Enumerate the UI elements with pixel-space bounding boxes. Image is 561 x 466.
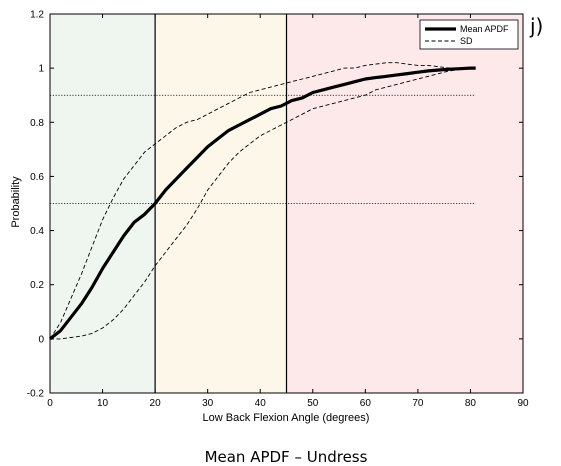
y-tick-label: 0.4 bbox=[30, 226, 44, 237]
y-tick-label: 0.6 bbox=[30, 172, 44, 183]
series-layer bbox=[49, 62, 476, 341]
legend-label: SD bbox=[460, 36, 473, 46]
x-tick-label: 80 bbox=[465, 398, 477, 409]
y-tick-label: 0.2 bbox=[30, 280, 44, 291]
x-axis-label: Low Back Flexion Angle (degrees) bbox=[203, 412, 370, 424]
x-tick-label: 0 bbox=[47, 398, 53, 409]
legend: Mean APDF SD bbox=[419, 19, 519, 50]
plot-frame bbox=[49, 13, 524, 394]
series-mean-apdf bbox=[49, 66, 476, 341]
series-sd-lower bbox=[50, 67, 471, 340]
y-axis-label: Probability bbox=[10, 176, 22, 228]
x-tick-label: 20 bbox=[150, 398, 162, 409]
legend-label: Mean APDF bbox=[460, 24, 509, 34]
x-tick-label: 90 bbox=[517, 398, 529, 409]
x-tick-label: 50 bbox=[307, 398, 319, 409]
figure-caption: Mean APDF – Undress bbox=[205, 448, 368, 466]
y-tick-label: 1.2 bbox=[30, 10, 44, 21]
y-tick-label: 0.8 bbox=[30, 118, 44, 129]
y-tick-label: 1 bbox=[38, 64, 44, 75]
zone-1 bbox=[50, 14, 156, 393]
zone-3 bbox=[286, 14, 523, 393]
y-tick-label: -0.2 bbox=[27, 389, 45, 400]
y-tick-label: 0 bbox=[38, 334, 44, 345]
series-sd-upper bbox=[49, 62, 471, 340]
x-tick-label: 40 bbox=[255, 398, 267, 409]
x-tick-label: 10 bbox=[97, 398, 109, 409]
ticks: 0 10 20 30 40 50 60 70 80 90-0.200.20.40.60.811.2 bbox=[27, 10, 529, 410]
x-tick-label: 70 bbox=[412, 398, 424, 409]
panel-label: j) bbox=[529, 14, 543, 38]
x-tick-label: 60 bbox=[360, 398, 372, 409]
axes bbox=[49, 13, 524, 394]
x-tick-label: 30 bbox=[202, 398, 214, 409]
legend-box bbox=[419, 19, 519, 50]
